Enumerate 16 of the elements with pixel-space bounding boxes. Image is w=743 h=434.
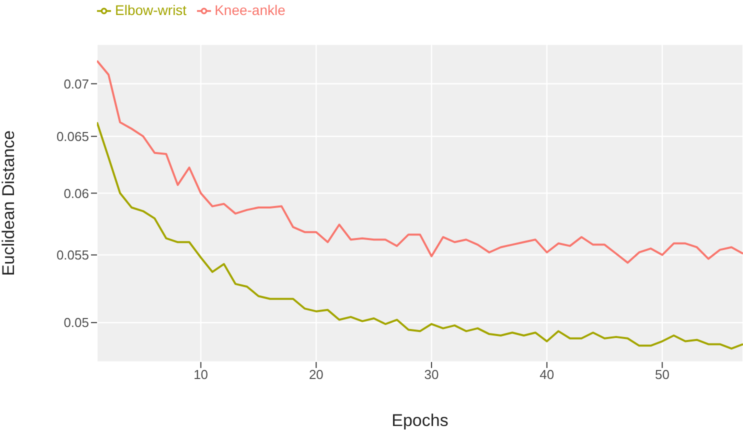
y-tick-label: 0.06	[64, 186, 89, 201]
x-tick-label: 20	[308, 367, 324, 382]
x-tick-label: 50	[655, 367, 670, 382]
x-axis-title: Epochs	[392, 411, 448, 430]
legend-label: Elbow-wrist	[115, 2, 187, 18]
y-tick-label: 0.07	[64, 76, 89, 92]
x-tick-label: 40	[540, 367, 554, 382]
x-tick-label: 30	[424, 367, 439, 382]
y-tick-label: 0.05	[64, 315, 89, 330]
y-axis-title: Euclidean Distance	[0, 130, 18, 276]
line-series	[97, 121, 743, 350]
legend-label: Knee-ankle	[214, 2, 286, 18]
y-tick-label: 0.055	[56, 248, 89, 263]
y-tick-label: 0.065	[56, 128, 89, 144]
line-series	[97, 60, 743, 264]
x-tick-label: 10	[194, 367, 208, 382]
